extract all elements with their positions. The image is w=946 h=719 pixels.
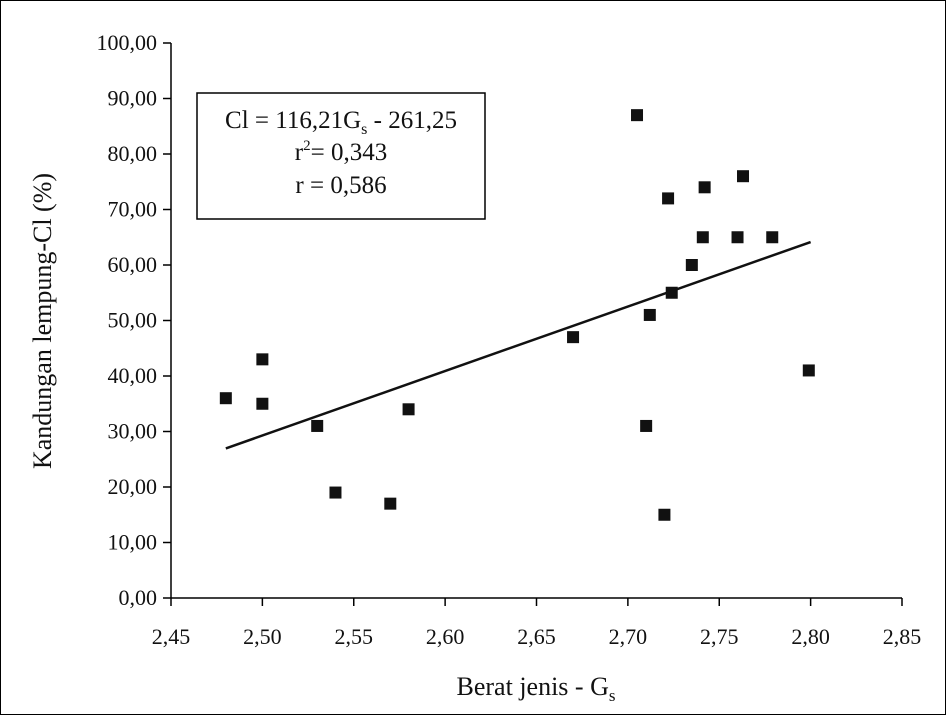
x-axis-label-main: Berat jenis - G — [457, 672, 609, 701]
r-squared-suffix: = 0,343 — [311, 139, 388, 166]
equation-line: Cl = 116,21Gs - 261,25 — [225, 107, 457, 138]
y-tick-label: 60,00 — [108, 252, 158, 277]
data-point — [685, 259, 698, 271]
axes — [163, 42, 903, 606]
y-tick-label: 40,00 — [108, 363, 158, 388]
x-tick-label: 2,50 — [243, 624, 282, 649]
x-axis-label-sub: s — [609, 686, 616, 705]
data-point — [219, 392, 232, 405]
x-tick-label: 2,65 — [517, 624, 556, 649]
r-squared-sup: 2 — [303, 138, 311, 154]
data-point — [567, 331, 580, 344]
y-tick-label: 30,00 — [108, 419, 158, 444]
x-tick-label: 2,85 — [883, 624, 922, 649]
x-tick-label: 2,60 — [426, 624, 465, 649]
x-tick-label: 2,70 — [609, 624, 648, 649]
trendline — [225, 240, 812, 450]
data-point — [665, 286, 678, 299]
data-point — [658, 508, 671, 521]
data-point — [329, 486, 342, 499]
y-tick-label: 10,00 — [108, 530, 158, 555]
y-tick-label: 90,00 — [108, 86, 158, 111]
data-point — [256, 353, 269, 366]
equation-box: Cl = 116,21Gs - 261,25 r2= 0,343 r = 0,5… — [196, 92, 486, 220]
data-point — [643, 308, 656, 321]
data-point — [402, 403, 415, 416]
tick-labels: 0,00 10,00 20,00 30,00 40,00 50,00 60,00 70,00 8… — [97, 30, 922, 649]
x-tick-label: 2,45 — [152, 624, 191, 649]
data-point — [698, 181, 711, 194]
y-tick-label: 20,00 — [108, 474, 158, 499]
r-line: r = 0,586 — [295, 172, 386, 199]
equation-prefix: Cl = 116,21G — [225, 107, 361, 134]
data-points — [219, 109, 815, 521]
equation-sub: s — [361, 121, 367, 138]
data-point — [256, 397, 269, 410]
y-tick-label: 50,00 — [108, 308, 158, 333]
data-point — [631, 109, 644, 122]
x-tick-label: 2,55 — [335, 624, 374, 649]
equation-box-border — [196, 92, 486, 220]
data-point — [737, 170, 750, 183]
r-squared-prefix: r — [295, 139, 304, 166]
data-point — [802, 364, 815, 377]
x-axis-label: Berat jenis - Gs — [457, 672, 616, 705]
y-tick-label: 80,00 — [108, 141, 158, 166]
y-tick-label: 70,00 — [108, 197, 158, 222]
trendline-layer — [225, 240, 812, 450]
data-point — [696, 231, 709, 244]
y-tick-label: 0,00 — [119, 585, 158, 610]
x-tick-label: 2,80 — [791, 624, 830, 649]
x-tick-label: 2,75 — [700, 624, 739, 649]
y-axis-label: Kandungan lempung-Cl (%) — [28, 173, 57, 469]
r-squared-line: r2= 0,343 — [295, 138, 387, 166]
y-tick-label: 100,00 — [97, 30, 158, 55]
data-point — [384, 497, 397, 510]
data-point — [662, 192, 675, 205]
data-point — [766, 231, 779, 244]
data-point — [640, 419, 653, 432]
data-point — [311, 419, 324, 432]
data-point — [731, 231, 744, 244]
equation-suffix: - 261,25 — [367, 107, 457, 134]
